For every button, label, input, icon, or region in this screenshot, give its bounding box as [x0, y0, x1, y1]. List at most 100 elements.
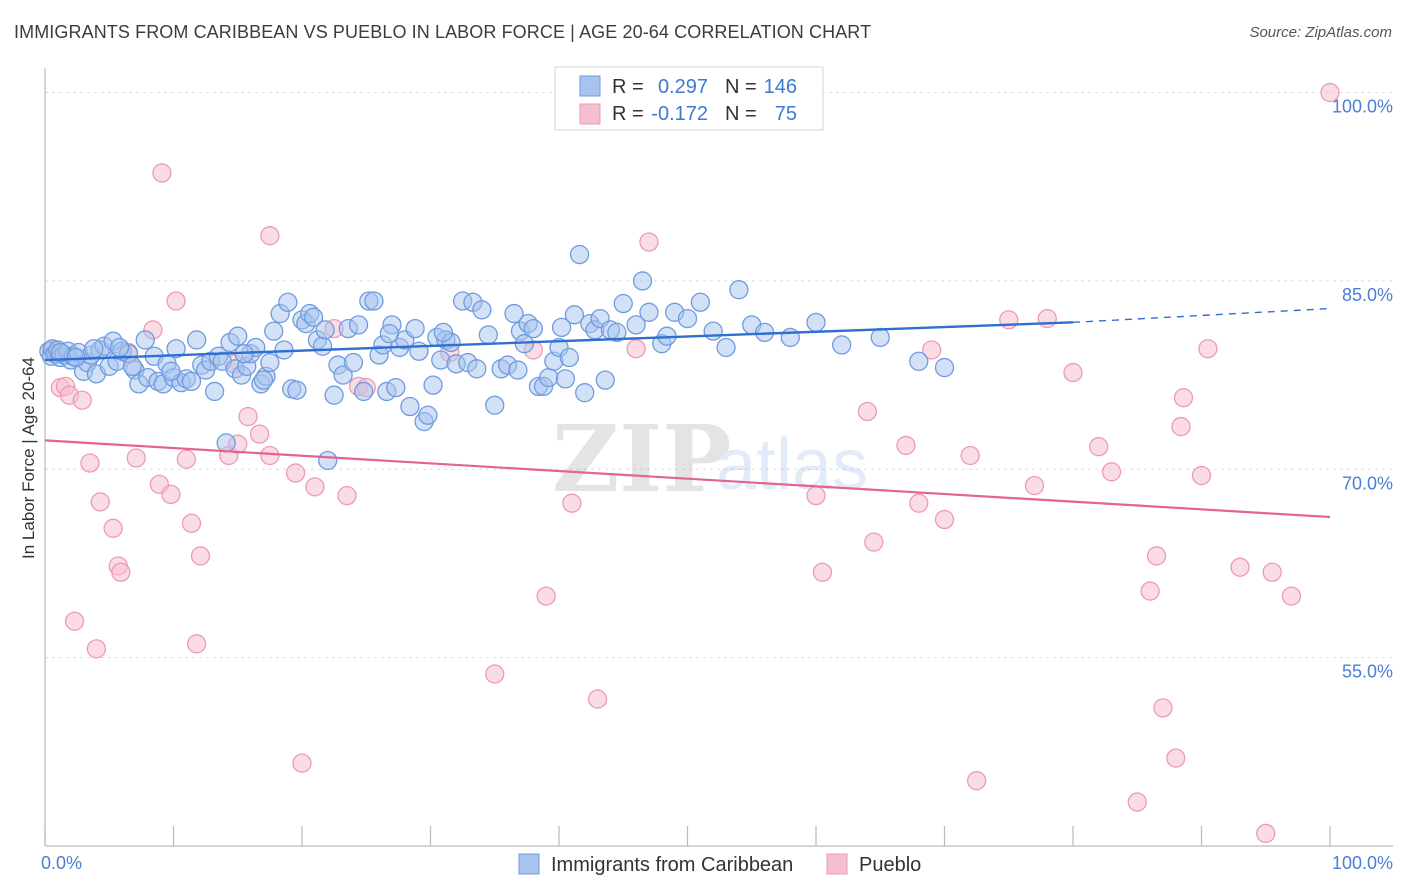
bottom-legend-label-pueblo: Pueblo — [859, 854, 921, 876]
legend-r-value-caribbean: 0.297 — [658, 76, 708, 98]
x-axis-ticks — [44, 826, 1331, 846]
legend-r-label: R = — [612, 103, 644, 125]
caribbean-point — [870, 327, 890, 348]
caribbean-point — [343, 352, 364, 373]
pueblo-point — [249, 424, 270, 444]
caribbean-point — [934, 357, 955, 378]
caribbean-point — [729, 280, 749, 300]
pueblo-point — [80, 453, 100, 473]
pueblo-point — [1262, 562, 1282, 582]
caribbean-point — [315, 320, 335, 340]
caribbean-point — [423, 375, 443, 395]
y-tick-label: 55.0% — [1342, 662, 1393, 682]
pueblo-point — [72, 390, 92, 410]
pueblo-point — [1281, 586, 1302, 606]
pueblo-point — [1037, 308, 1057, 329]
pueblo-point — [864, 532, 884, 552]
y-axis-title: In Labor Force | Age 20-64 — [19, 357, 38, 559]
pueblo-point — [190, 546, 211, 566]
caribbean-point — [418, 405, 438, 425]
caribbean-point — [135, 330, 155, 350]
series-legend: Immigrants from Caribbean Pueblo — [518, 853, 921, 876]
chart-source: Source: ZipAtlas.com — [1249, 24, 1392, 41]
pueblo-trend-line — [44, 439, 1331, 519]
pueblo-point — [960, 445, 980, 466]
pueblo-point — [103, 518, 123, 538]
caribbean-point — [551, 317, 572, 338]
caribbean-point — [523, 318, 543, 339]
caribbean-point — [632, 271, 653, 291]
caribbean-point — [613, 293, 633, 314]
caribbean-point — [559, 347, 579, 368]
caribbean-point — [539, 367, 559, 388]
caribbean-point — [639, 302, 659, 322]
caribbean-point — [595, 370, 615, 390]
bottom-legend-swatch-caribbean — [518, 853, 540, 875]
legend-r-label: R = — [612, 76, 644, 98]
caribbean-point — [467, 359, 487, 379]
caribbean-point — [264, 321, 284, 341]
caribbean-point — [312, 336, 333, 356]
watermark: ZIP atlas — [552, 405, 868, 513]
caribbean-point — [84, 339, 104, 359]
stats-legend: R = 0.297 N = 146 R = -0.172 N = 75 — [554, 66, 824, 131]
caribbean-point — [472, 300, 492, 320]
legend-n-label: N = — [725, 103, 757, 125]
caribbean-point — [433, 322, 454, 343]
caribbean-point — [703, 321, 723, 341]
caribbean-point — [287, 380, 307, 400]
pueblo-point — [1146, 546, 1167, 566]
pueblo-point — [812, 562, 833, 582]
caribbean-point — [677, 308, 698, 329]
pueblo-point — [1101, 462, 1122, 482]
y-tick-label: 85.0% — [1342, 285, 1393, 305]
caribbean-point — [354, 381, 374, 402]
pueblo-point — [186, 634, 207, 654]
caribbean-point — [386, 378, 406, 398]
pueblo-point — [626, 339, 646, 359]
pueblo-point — [1063, 362, 1083, 383]
watermark-zip: ZIP — [552, 405, 731, 513]
bottom-legend-swatch-pueblo — [826, 853, 848, 875]
pueblo-point — [238, 406, 258, 427]
y-axis-tick-labels: 55.0% 70.0% 85.0% 100.0% — [1332, 97, 1393, 682]
x-tick-label-max: 100.0% — [1332, 853, 1393, 873]
pueblo-point — [90, 492, 110, 512]
bottom-legend-label-caribbean: Immigrants from Caribbean — [551, 854, 793, 876]
pueblo-point — [161, 484, 181, 505]
pueblo-point — [639, 232, 659, 252]
caribbean-point — [508, 360, 528, 380]
legend-n-value-caribbean: 146 — [764, 76, 797, 98]
pueblo-point — [896, 435, 916, 456]
pueblo-point — [1191, 465, 1212, 486]
caribbean-points — [39, 244, 955, 471]
pueblo-point — [922, 340, 942, 360]
pueblo-point — [1089, 437, 1109, 457]
legend-swatch-pueblo — [579, 103, 601, 125]
caribbean-point — [348, 315, 369, 335]
caribbean-point — [405, 318, 425, 339]
pueblo-point — [806, 485, 826, 506]
pueblo-point — [909, 493, 929, 513]
pueblo-point — [536, 586, 556, 606]
caribbean-point — [161, 361, 181, 381]
caribbean-point — [260, 352, 280, 373]
watermark-atlas: atlas — [716, 425, 868, 505]
pueblo-point — [126, 448, 146, 468]
caribbean-point — [909, 351, 929, 371]
caribbean-point — [555, 369, 576, 389]
pueblo-point — [260, 445, 280, 466]
pueblo-point — [1320, 82, 1340, 103]
caribbean-point — [690, 292, 710, 312]
caribbean-point — [318, 450, 338, 471]
caribbean-trend-extension — [1072, 307, 1331, 324]
pueblo-point — [934, 509, 955, 530]
caribbean-point — [122, 356, 143, 376]
pueblo-point — [1153, 698, 1173, 718]
pueblo-point — [64, 611, 85, 631]
pueblo-point — [966, 771, 987, 791]
caribbean-point — [216, 433, 236, 453]
y-tick-label: 70.0% — [1342, 473, 1393, 493]
caribbean-point — [303, 307, 324, 327]
